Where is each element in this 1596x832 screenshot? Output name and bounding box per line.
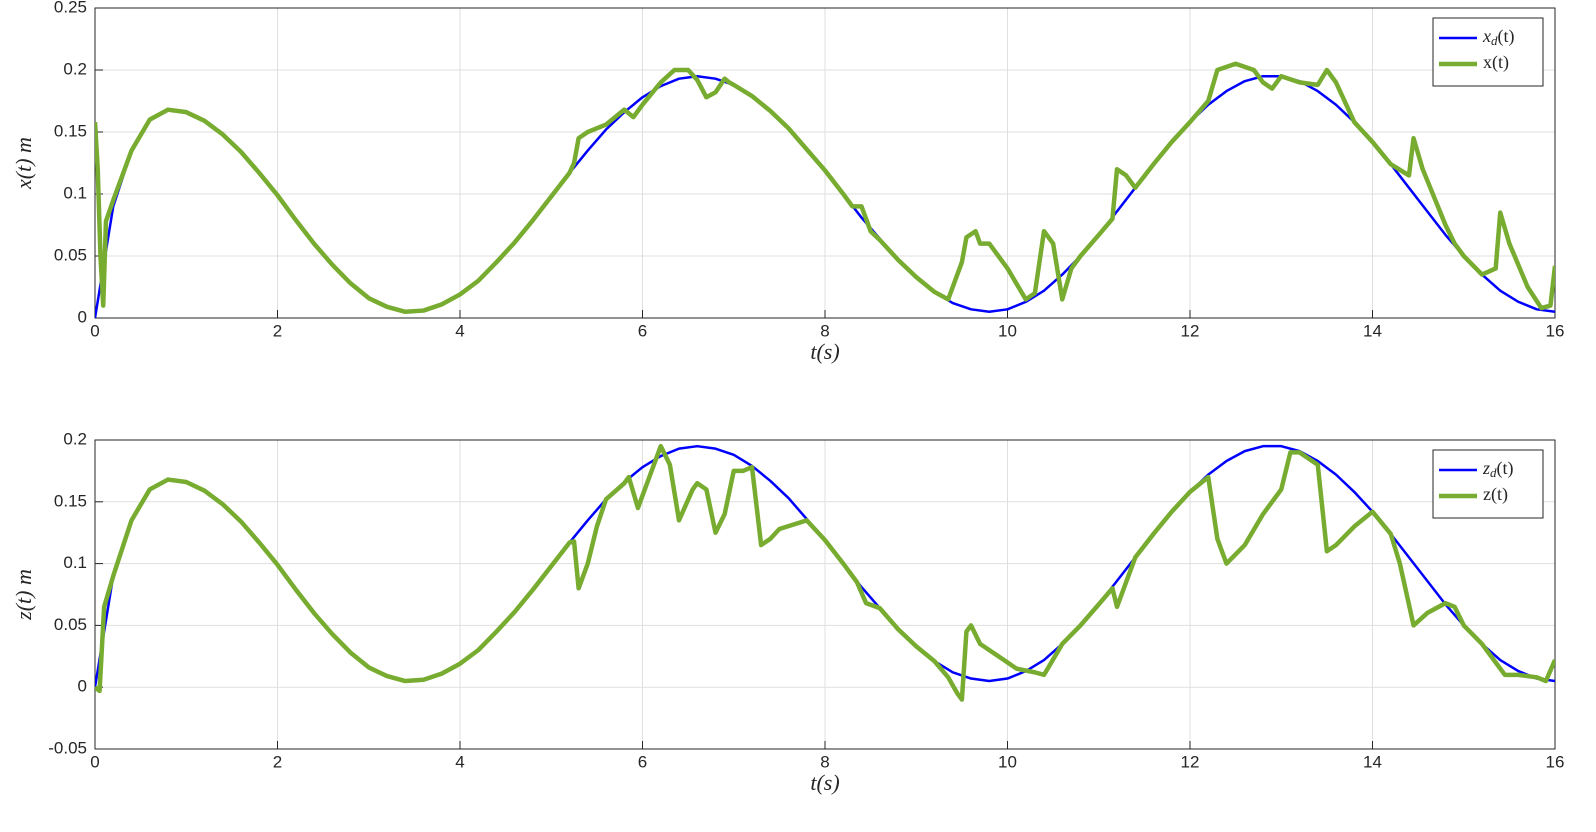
x-tick-label: 8 (820, 752, 829, 771)
x-tick-label: 6 (638, 752, 647, 771)
y-tick-label: 0.15 (54, 121, 87, 140)
y-tick-label: 0.15 (54, 491, 87, 510)
x-tick-label: 2 (273, 321, 282, 340)
series-line (95, 443, 1555, 702)
y-tick-label: 0 (78, 677, 87, 696)
axes-frame (94, 7, 1556, 319)
y-axis-label: x(t) m (11, 137, 36, 190)
x-tick-label: 14 (1363, 752, 1382, 771)
x-tick-label: 10 (998, 321, 1017, 340)
x-tick-label: 4 (455, 752, 464, 771)
series-line (95, 61, 1555, 315)
y-tick-label: 0.1 (63, 553, 87, 572)
x-tick-label: 12 (1181, 321, 1200, 340)
lines (95, 443, 1555, 702)
legend-label: zd(t) (1482, 458, 1514, 480)
x-tick-label: 16 (1546, 321, 1565, 340)
legend-label: xd(t) (1482, 26, 1515, 48)
y-tick-label: 0.05 (54, 615, 87, 634)
y-tick-label: 0.2 (63, 429, 87, 448)
x-tick-label: 0 (90, 752, 99, 771)
subplot: 0 2 4 6 8 10 12 14 16 0 0.05 0.1 0.15 0.2 0.25 t(s) x(t)… (11, 0, 1564, 364)
x-tick-label: 16 (1546, 752, 1565, 771)
y-tick-label: 0.2 (63, 59, 87, 78)
legend-label: z(t) (1483, 484, 1508, 505)
x-axis-label: t(s) (810, 770, 839, 795)
x-tick-label: 6 (638, 321, 647, 340)
x-tick-label: 4 (455, 321, 464, 340)
subplot: 0 2 4 6 8 10 12 14 16-0.0500.050.10.150.2t(s)z(t… (11, 429, 1564, 795)
axes-frame (94, 439, 1556, 750)
x-tick-label: 0 (90, 321, 99, 340)
y-tick-label: 0.25 (54, 0, 87, 16)
y-tick-label: 0.05 (54, 245, 87, 264)
x-tick-label: 8 (820, 321, 829, 340)
y-axis-label: z(t) m (11, 569, 36, 621)
lines (95, 61, 1555, 318)
x-tick-label: 12 (1181, 752, 1200, 771)
legend-box (1432, 17, 1544, 87)
x-tick-label: 2 (273, 752, 282, 771)
x-axis-label: t(s) (810, 339, 839, 364)
x-tick-label: 14 (1363, 321, 1382, 340)
y-tick-label: -0.05 (48, 738, 87, 757)
y-tick-label: 0.1 (63, 183, 87, 202)
y-tick-label: 0 (78, 307, 87, 326)
x-tick-label: 10 (998, 752, 1017, 771)
legend-label: x(t) (1483, 52, 1509, 73)
legend-box (1432, 449, 1544, 519)
